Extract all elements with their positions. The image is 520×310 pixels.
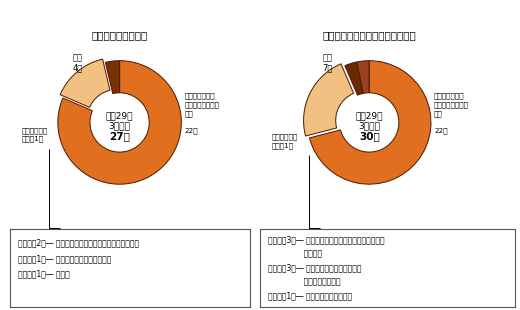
- Wedge shape: [304, 64, 354, 136]
- Title: 【バイオエンジニアリング課程】: 【バイオエンジニアリング課程】: [322, 30, 416, 40]
- Text: 就職: 就職: [73, 53, 83, 62]
- Text: 製造系（3）― セイコーエプソン、マリモ電子工業、
               山洋電気
公務員（3）― 埼玉県警察、長野県警察、
             : 製造系（3）― セイコーエプソン、マリモ電子工業、 山洋電気 公務員（3）― 埼…: [268, 236, 384, 300]
- Text: 他大学大学院
進学　1名: 他大学大学院 進学 1名: [271, 133, 298, 148]
- Text: 7名: 7名: [322, 64, 332, 73]
- Text: 他大学大学院
進学　1名: 他大学大学院 進学 1名: [22, 127, 48, 142]
- Text: 3月卒業: 3月卒業: [358, 121, 380, 130]
- Wedge shape: [309, 61, 431, 184]
- Text: 3月卒業: 3月卒業: [109, 121, 131, 130]
- Wedge shape: [60, 59, 110, 107]
- Text: 信州大学大学院
総合理工学研究科
進学

22名: 信州大学大学院 総合理工学研究科 進学 22名: [434, 92, 469, 135]
- Wedge shape: [58, 61, 181, 184]
- Wedge shape: [106, 61, 120, 94]
- Wedge shape: [357, 61, 369, 93]
- Text: 4名: 4名: [72, 64, 83, 73]
- Text: 信州大学大学院
総合理工学研究科
進学

22名: 信州大学大学院 総合理工学研究科 進学 22名: [185, 92, 219, 135]
- Title: 【機能機械学課程】: 【機能機械学課程】: [92, 30, 148, 40]
- Text: 就職: 就職: [322, 53, 332, 62]
- Text: 30名: 30名: [359, 131, 380, 141]
- Text: 27名: 27名: [109, 131, 130, 141]
- Text: 平成29年: 平成29年: [356, 112, 383, 121]
- Text: 製造系（2）― 東洋精機製作所、ブリヂストンサイクル
情報系（1）― インテージテクノスフィア
公務員（1）― 法務省: 製造系（2）― 東洋精機製作所、ブリヂストンサイクル 情報系（1）― インテージ…: [18, 239, 139, 278]
- Text: 平成29年: 平成29年: [106, 112, 133, 121]
- Wedge shape: [345, 62, 363, 95]
